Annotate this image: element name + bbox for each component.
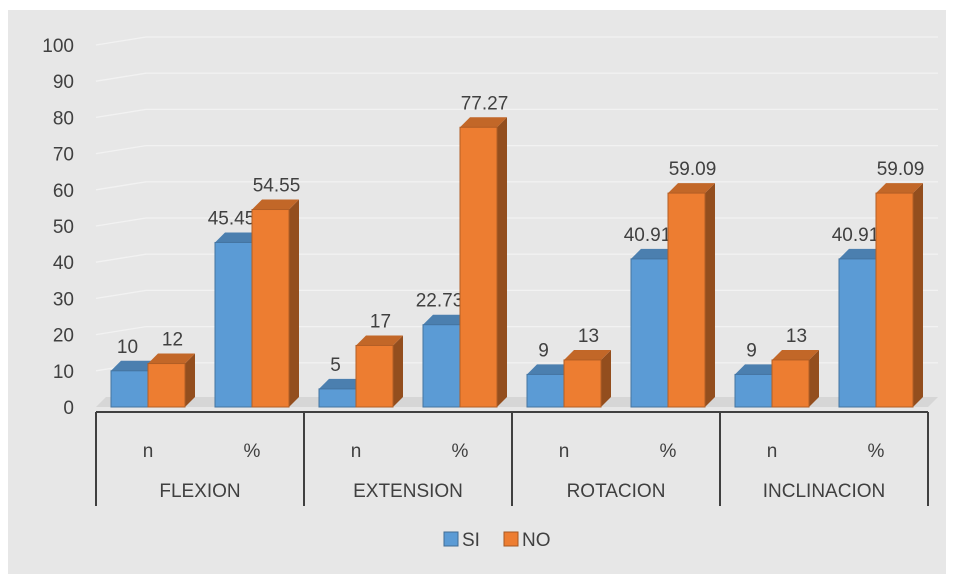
gridline <box>95 144 938 155</box>
bar-no-top <box>772 349 819 360</box>
chart-area: 0 10 20 30 40 50 60 70 80 90 100 10 12 n 45.45 54.55% FL… <box>8 10 946 574</box>
bar-no-top <box>460 117 507 128</box>
bar-si <box>214 241 253 408</box>
bar-si <box>526 373 565 408</box>
y-tick-label: 100 <box>42 36 74 57</box>
bar-si-top <box>735 364 782 375</box>
data-label: 9 <box>746 340 757 361</box>
bar-no-top <box>876 183 923 194</box>
x-subcategory-label: % <box>452 441 469 462</box>
x-subcategory-label: n <box>767 441 778 462</box>
bar-no <box>667 192 706 408</box>
bar-si-top <box>839 248 886 259</box>
data-label: 13 <box>578 326 599 347</box>
data-label: 10 <box>117 337 138 358</box>
bar-no-side <box>393 335 403 407</box>
bar-si-top <box>215 232 262 243</box>
bar-no <box>459 126 498 408</box>
bar-si <box>630 258 669 408</box>
legend-swatch-no <box>503 531 519 547</box>
bar-si-top <box>319 378 366 389</box>
gridline <box>95 72 938 82</box>
bar-no-top <box>252 199 299 210</box>
x-subcategory-label: n <box>351 441 362 462</box>
bar-no-side <box>497 117 507 408</box>
x-category-label: ROTACION <box>567 481 666 502</box>
x-subcategory-label: n <box>559 441 570 462</box>
x-category-label: INCLINACION <box>763 481 885 502</box>
gridline <box>95 181 938 191</box>
bar-si <box>422 324 461 408</box>
data-label: 40.91 <box>624 225 672 246</box>
data-label: 54.55 <box>253 176 301 197</box>
y-tick-label: 80 <box>53 108 74 129</box>
data-label: 13 <box>786 326 807 347</box>
y-tick-label: 60 <box>53 181 74 202</box>
legend-swatch-si <box>443 531 459 547</box>
bar-no-side <box>289 199 299 407</box>
data-label: 12 <box>162 330 183 351</box>
bar-si-top <box>631 248 678 259</box>
bar-no <box>251 209 290 408</box>
bar-si-top <box>111 360 158 371</box>
y-tick-label: 90 <box>53 72 74 93</box>
bar-no <box>771 359 810 408</box>
bar-no <box>875 192 914 408</box>
y-tick-label: 0 <box>63 398 74 419</box>
data-label: 45.45 <box>208 208 256 229</box>
bar-no-side <box>809 349 819 407</box>
data-label: 40.91 <box>832 225 880 246</box>
bar-si <box>838 258 877 408</box>
bar-si <box>318 388 357 408</box>
y-tick-label: 20 <box>53 326 74 347</box>
bar-no-side <box>705 183 715 407</box>
bar-no <box>563 359 602 408</box>
bar-no-top <box>564 349 611 360</box>
data-label: 5 <box>330 355 341 376</box>
legend-label-si: SI <box>462 530 480 551</box>
x-subcategory-label: % <box>244 441 261 462</box>
bar-no-side <box>185 353 195 407</box>
y-tick-label: 40 <box>53 253 74 274</box>
x-subcategory-label: % <box>660 441 677 462</box>
data-label: 22.73 <box>416 291 464 312</box>
data-label: 9 <box>538 340 549 361</box>
bar-no <box>355 344 394 408</box>
data-label: 17 <box>370 311 391 332</box>
x-subcategory-label: n <box>143 441 154 462</box>
y-tick-label: 30 <box>53 289 74 310</box>
chart-floor <box>96 397 938 407</box>
y-tick-label: 70 <box>53 145 74 166</box>
bar-si-top <box>423 314 470 325</box>
y-tick-label: 50 <box>53 217 74 238</box>
bar-si <box>110 370 149 408</box>
data-label: 77.27 <box>461 93 509 114</box>
legend-label-no: NO <box>522 530 551 551</box>
bar-no-side <box>913 183 923 407</box>
y-tick-label: 10 <box>53 362 74 383</box>
bar-no-side <box>601 349 611 407</box>
x-subcategory-label: % <box>868 441 885 462</box>
bar-no-top <box>356 335 403 346</box>
bar-no <box>147 363 186 408</box>
gridline <box>95 36 938 46</box>
x-category-label: EXTENSION <box>353 481 463 502</box>
bar-no-top <box>668 183 715 194</box>
data-label: 59.09 <box>669 159 717 180</box>
x-category-label: FLEXION <box>159 481 240 502</box>
bar-si <box>734 373 773 408</box>
data-label: 59.09 <box>877 159 925 180</box>
bar-no-top <box>148 353 195 364</box>
bar-si-top <box>527 364 574 375</box>
gridline <box>95 108 938 119</box>
